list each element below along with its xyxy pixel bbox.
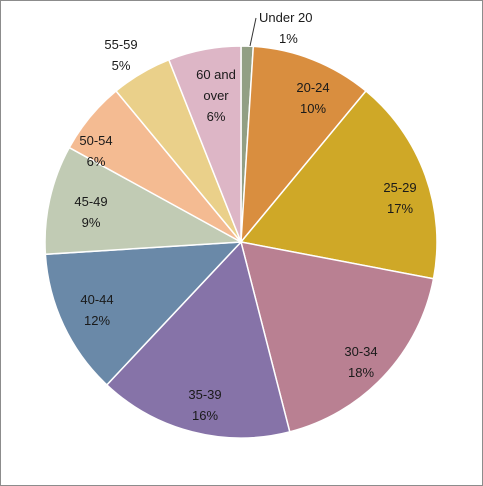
pie-slice-60-and-over <box>167 45 242 243</box>
pie-slice-40-44 <box>44 241 243 386</box>
data-label-50-54: 50-54 6% <box>79 133 112 169</box>
pie-slice-25-29 <box>239 89 438 280</box>
data-label-35-39: 35-39 16% <box>188 387 221 423</box>
data-label-60-and-over: 60 and over 6% <box>196 67 236 124</box>
data-label-under-20: Under 20 1% <box>259 10 312 46</box>
data-label-55-59: 55-59 5% <box>104 37 137 73</box>
pie-slice-45-49 <box>44 146 244 256</box>
pie-slice-20-24 <box>240 45 367 245</box>
data-label-40-44: 40-44 12% <box>80 292 113 328</box>
leader-line-under-20 <box>249 17 257 47</box>
data-label-25-29: 25-29 17% <box>383 180 416 216</box>
data-label-45-49: 45-49 9% <box>74 194 107 230</box>
data-label-20-24: 20-24 10% <box>296 80 329 116</box>
pie-slice-35-39 <box>105 240 291 439</box>
data-label-30-34: 30-34 18% <box>344 344 377 380</box>
pie-slice-30-34 <box>239 241 435 433</box>
